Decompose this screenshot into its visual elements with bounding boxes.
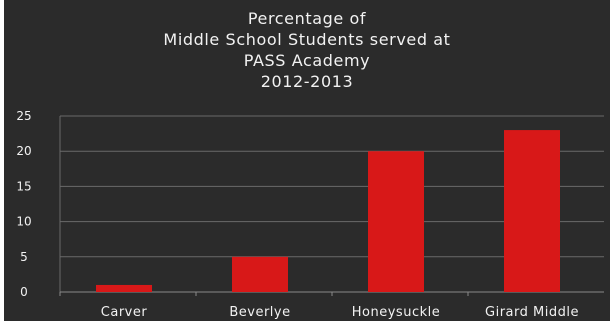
x-tick-label: Honeysuckle	[352, 305, 440, 320]
bar	[232, 256, 288, 292]
y-tick-label: 20	[16, 144, 31, 158]
y-tick-label: 5	[20, 250, 28, 264]
bar	[96, 284, 152, 292]
x-tick-label: Girard Middle	[485, 305, 579, 320]
y-tick-label: 10	[16, 215, 31, 229]
chart-title-line-4: 2012-2013	[260, 72, 354, 91]
chart-title-line-1: Percentage of	[247, 9, 367, 28]
y-tick-label: 0	[20, 285, 28, 299]
bar	[504, 130, 560, 292]
bar-chart: 0 5 10 15 20 25 Carver Beverlye Honeysuckle Girar…	[16, 109, 604, 320]
chart-title-line-3: PASS Academy	[243, 51, 371, 70]
x-tick-label: Carver	[101, 305, 148, 320]
y-tick-label: 25	[16, 109, 31, 123]
x-tick-label: Beverlye	[229, 305, 290, 320]
bar	[368, 151, 424, 292]
y-tick-label: 15	[16, 179, 31, 193]
chart-title: Percentage of Middle School Students ser…	[4, 8, 610, 92]
chart-title-line-2: Middle School Students served at	[163, 30, 451, 49]
chart-panel: Percentage of Middle School Students ser…	[4, 0, 610, 321]
